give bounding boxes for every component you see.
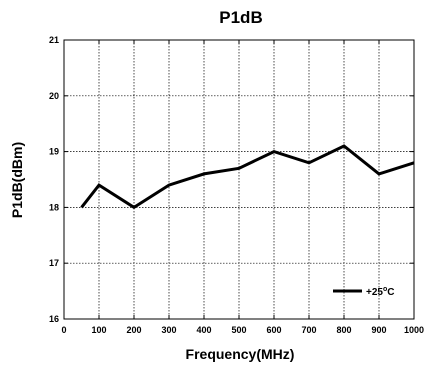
x-tick-label: 400	[196, 325, 211, 335]
legend: +25oC	[333, 286, 394, 298]
y-axis-label: P1dB(dBm)	[9, 142, 25, 218]
x-tick-label: 100	[91, 325, 106, 335]
x-tick-label: 1000	[404, 325, 424, 335]
series-line-p1db	[80, 144, 415, 210]
x-tick-label: 600	[266, 325, 281, 335]
x-tick-label: 300	[161, 325, 176, 335]
chart-title: P1dB	[219, 8, 262, 27]
x-tick-label: 800	[336, 325, 351, 335]
y-tick-label: 18	[49, 202, 59, 212]
x-tick-label: 0	[61, 325, 66, 335]
x-tick-label: 700	[301, 325, 316, 335]
x-tick-label: 200	[126, 325, 141, 335]
y-tick-label: 19	[49, 147, 59, 157]
axis-ticks	[63, 39, 415, 320]
y-tick-label: 16	[49, 314, 59, 324]
x-axis-label: Frequency(MHz)	[186, 346, 295, 362]
legend-label-unit: C	[387, 287, 394, 298]
legend-label-degree: o	[383, 286, 387, 293]
x-tick-label: 500	[231, 325, 246, 335]
grid	[64, 40, 414, 319]
tick-labels: 0 100 200 300 400 500 600 700 800 900 1000 16 17 18 19…	[49, 35, 424, 335]
x-tick-label: 900	[371, 325, 386, 335]
y-tick-label: 20	[49, 91, 59, 101]
legend-label-base: +25	[366, 287, 383, 298]
y-tick-label: 17	[49, 258, 59, 268]
y-tick-label: 21	[49, 35, 59, 45]
legend-label: +25oC	[366, 286, 394, 298]
